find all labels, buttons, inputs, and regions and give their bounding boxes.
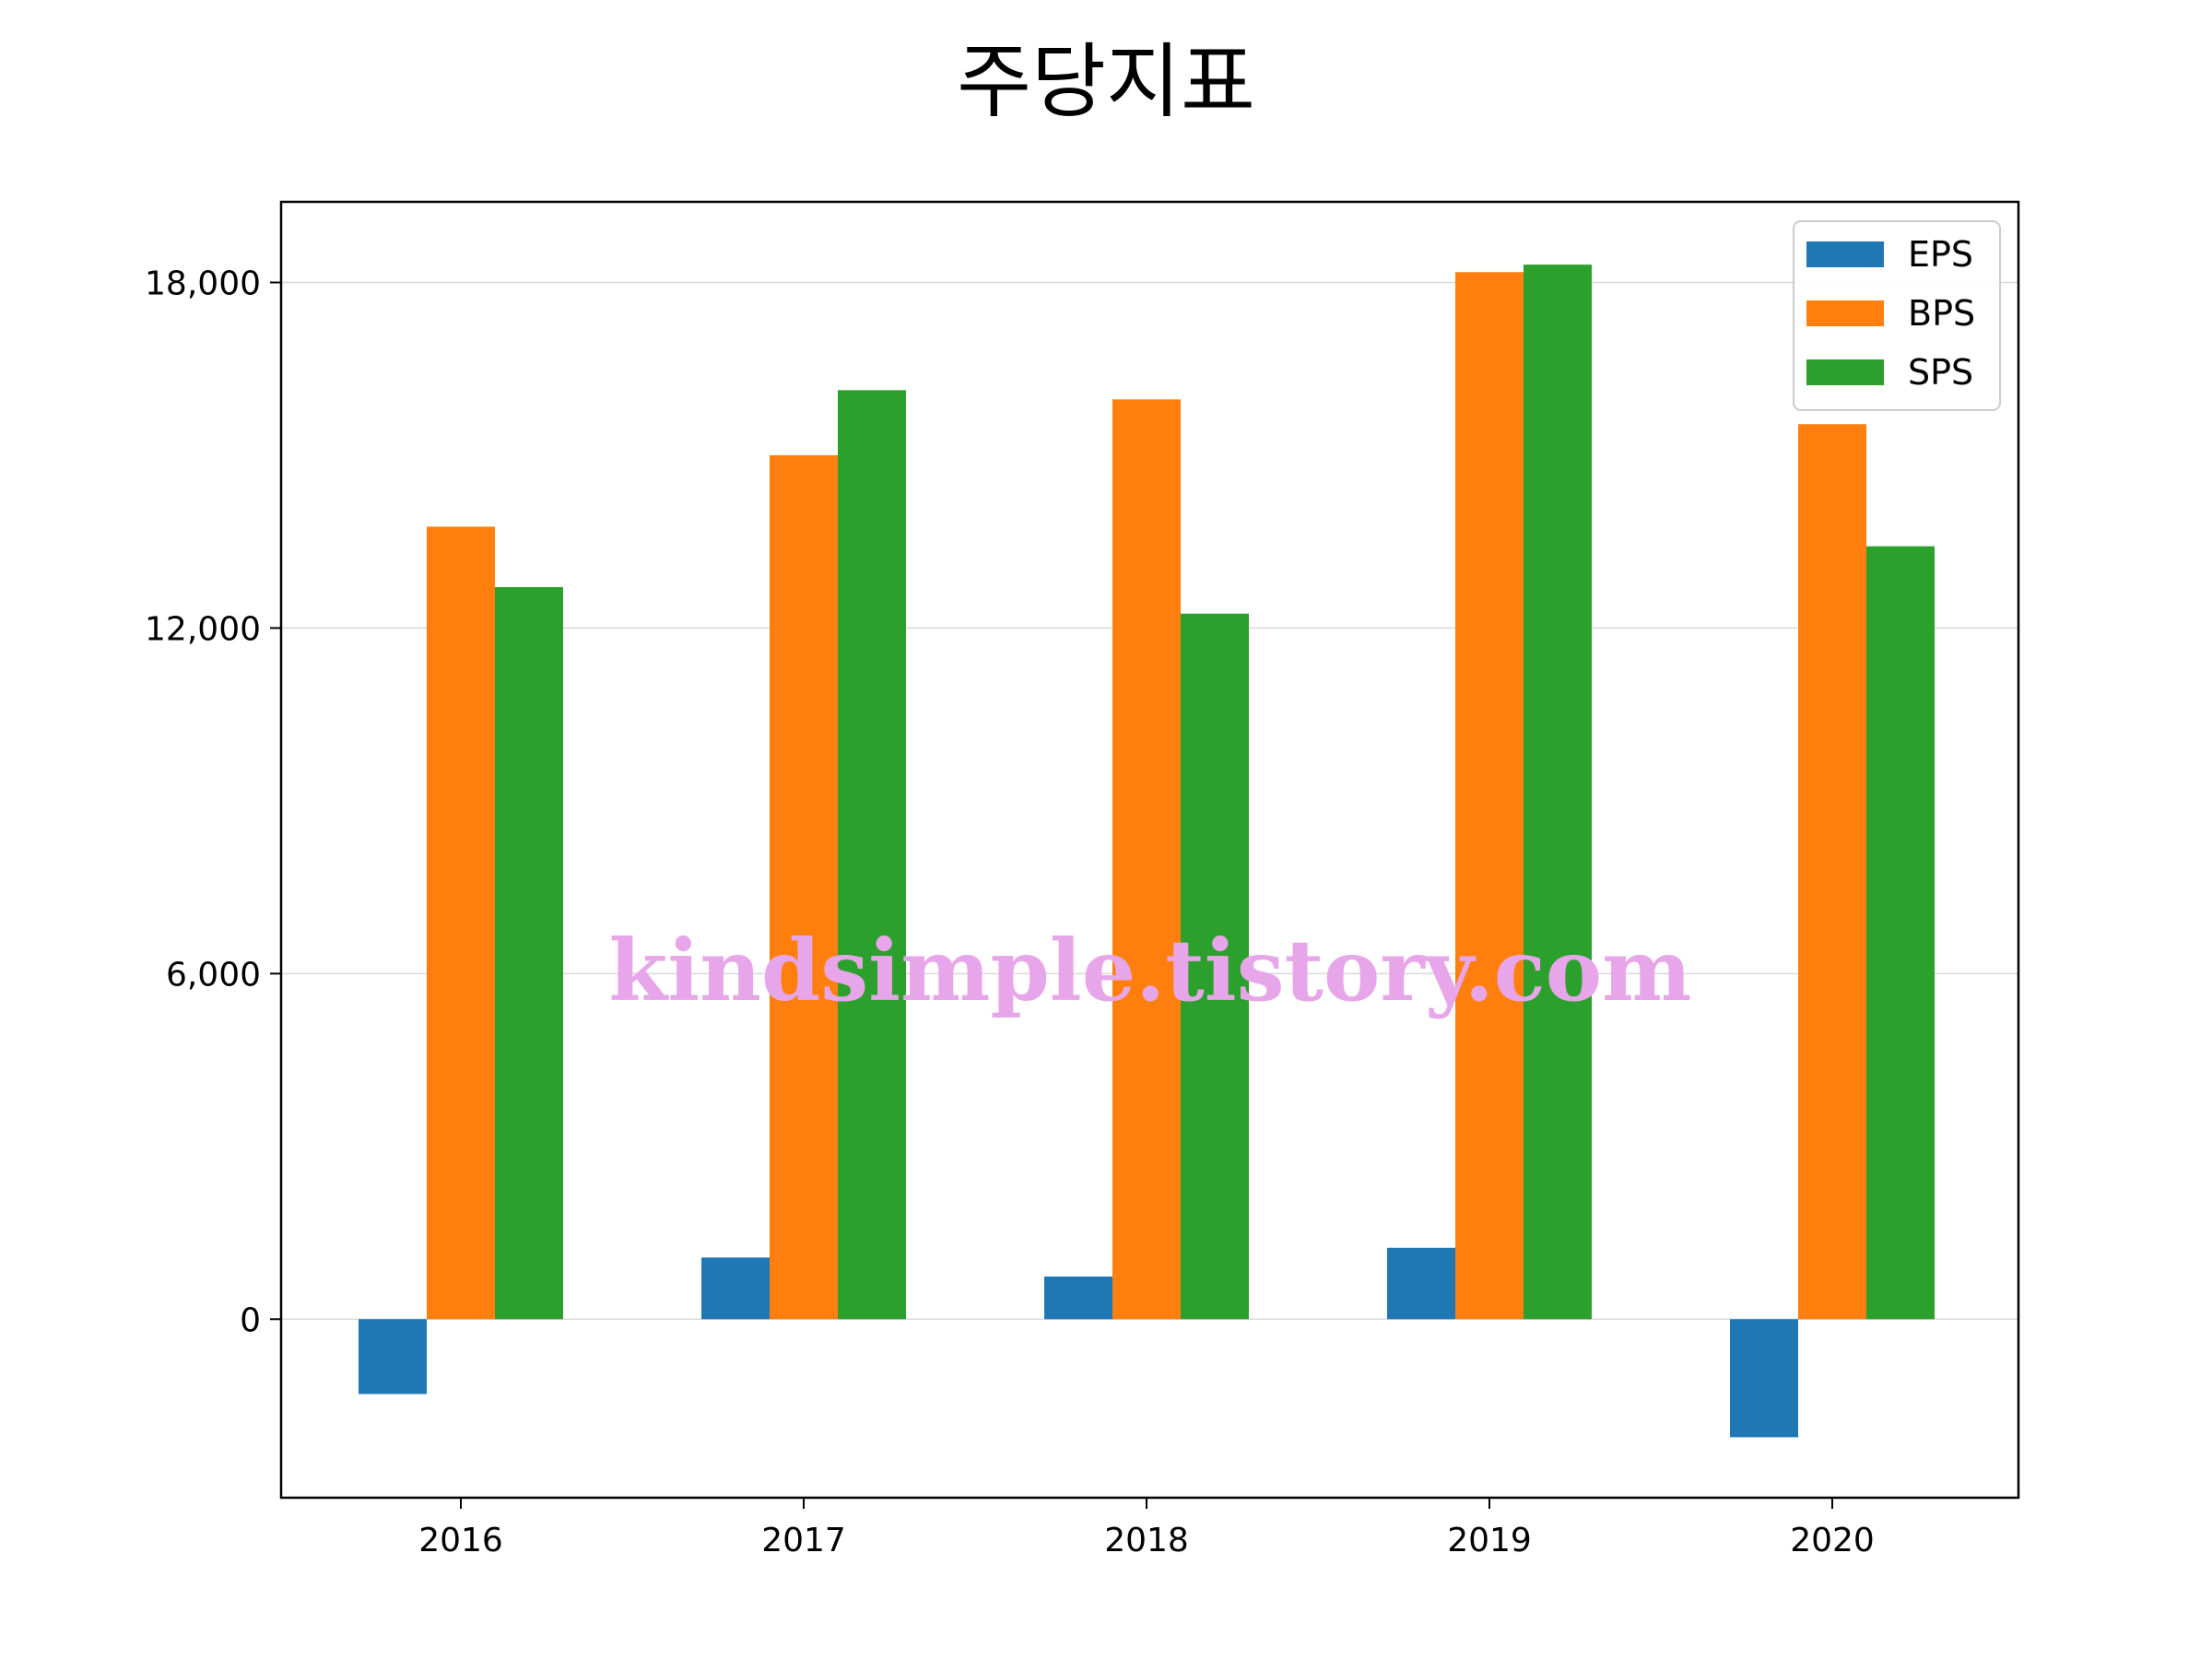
legend-swatch-eps: [1806, 241, 1884, 267]
bar-sps-2016: [495, 587, 563, 1320]
bar-bps-2016: [427, 526, 495, 1320]
bars: [359, 265, 1935, 1438]
x-tick-label-2016: 2016: [418, 1522, 503, 1559]
y-tick-label-1: 6,000: [166, 956, 261, 994]
legend-swatch-bps: [1806, 300, 1884, 326]
bar-eps-2019: [1387, 1247, 1455, 1320]
x-axis-ticks: 2016 2017 2018 2019 2020: [418, 1498, 1875, 1559]
bar-bps-2020: [1798, 424, 1866, 1320]
y-axis-ticks: 0 6,000 12,000 18,000: [145, 265, 281, 1339]
bar-sps-2018: [1181, 613, 1249, 1320]
bar-eps-2017: [701, 1257, 770, 1320]
bar-eps-2020: [1730, 1319, 1798, 1438]
bar-bps-2019: [1455, 272, 1524, 1320]
bar-eps-2018: [1044, 1277, 1112, 1320]
x-tick-label-2020: 2020: [1790, 1522, 1875, 1559]
bar-sps-2020: [1866, 546, 1935, 1320]
y-tick-label-0: 0: [240, 1301, 261, 1339]
bar-eps-2016: [359, 1319, 427, 1394]
watermark: kindsimple.tistory.com: [608, 921, 1691, 1020]
legend-swatch-sps: [1806, 359, 1884, 385]
chart-title: 주당지표: [957, 34, 1255, 129]
x-tick-label-2017: 2017: [761, 1522, 846, 1559]
plot-frame: [279, 200, 2020, 1500]
legend-label-eps: EPS: [1908, 234, 1973, 275]
legend: EPS BPS SPS: [1793, 220, 2001, 411]
legend-label-bps: BPS: [1908, 293, 1975, 334]
y-tick-label-3: 18,000: [145, 265, 261, 302]
bar-sps-2017: [838, 390, 906, 1320]
x-tick-label-2018: 2018: [1104, 1522, 1189, 1559]
legend-label-sps: SPS: [1908, 352, 1973, 393]
y-tick-label-2: 12,000: [145, 610, 261, 648]
x-tick-label-2019: 2019: [1447, 1522, 1532, 1559]
bar-bps-2017: [770, 454, 838, 1320]
bar-bps-2018: [1112, 399, 1181, 1320]
bar-sps-2019: [1524, 265, 1592, 1320]
